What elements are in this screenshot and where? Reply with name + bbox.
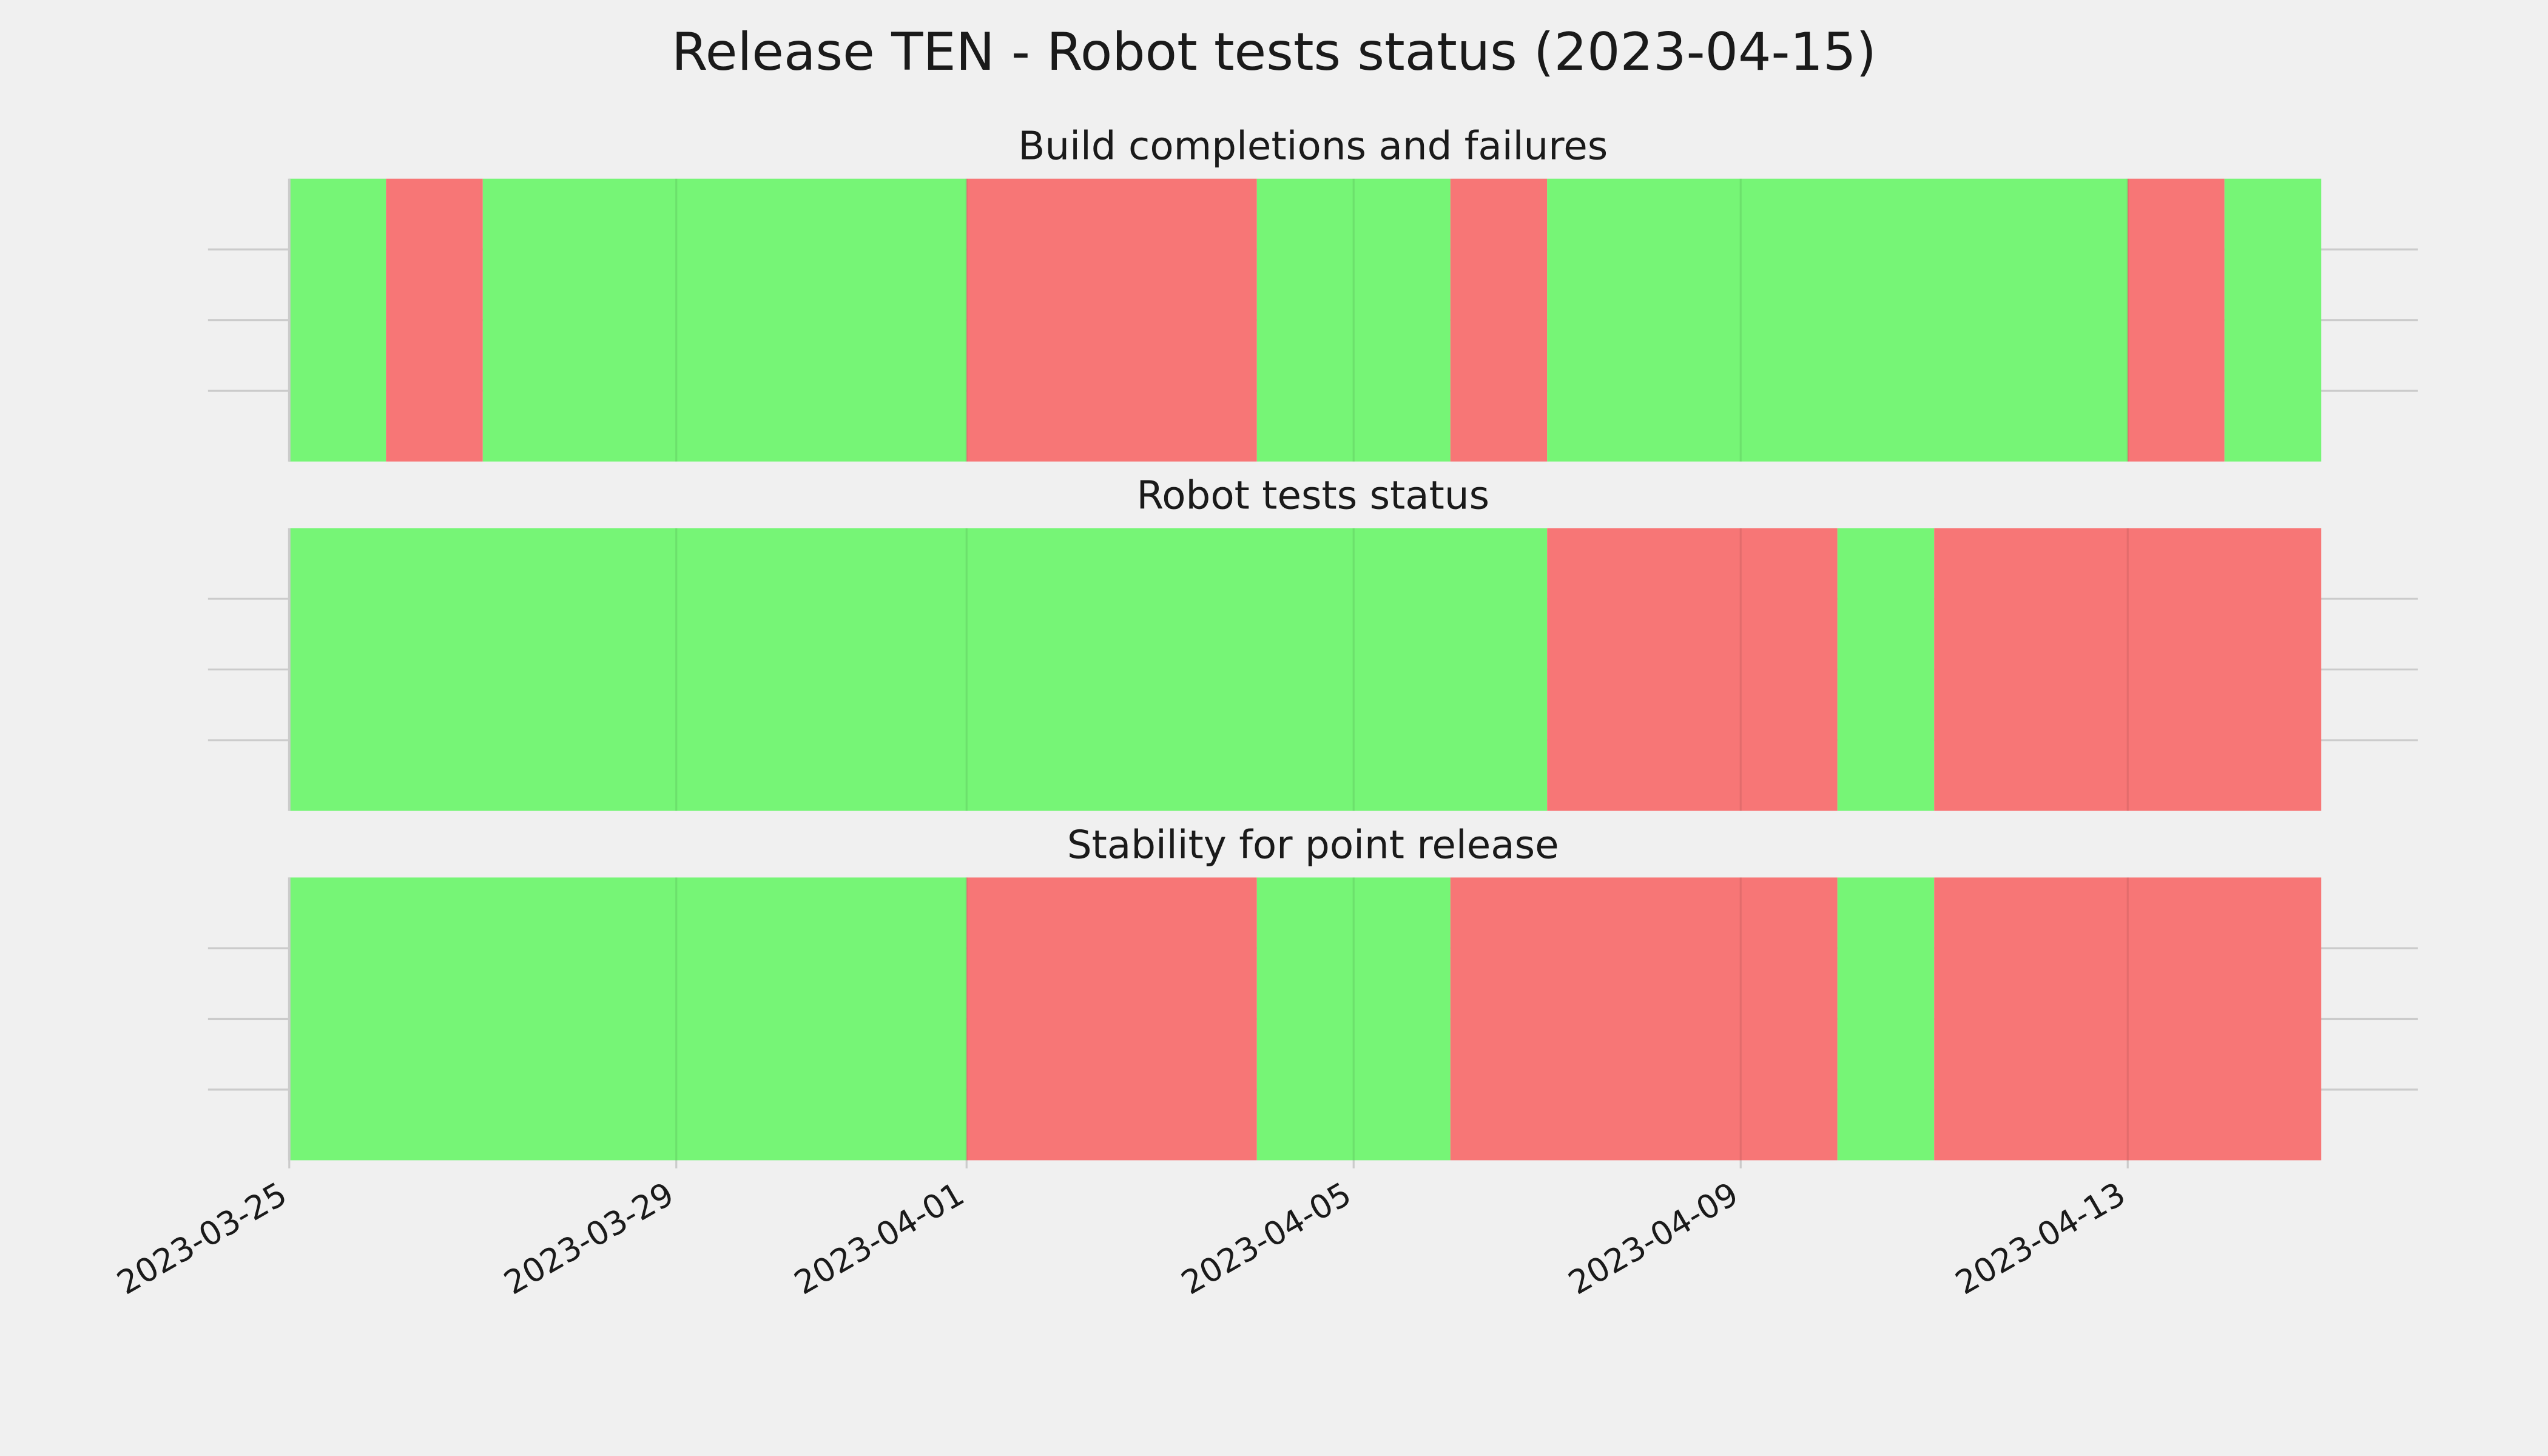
status-segment: [2128, 178, 2225, 462]
status-segment: [1934, 528, 2322, 811]
status-segment: [289, 528, 1548, 811]
status-segment: [1256, 178, 1451, 462]
status-segment: [966, 877, 1257, 1161]
status-segment: [1547, 528, 1838, 811]
chart-title: Release TEN - Robot tests status (2023-0…: [672, 22, 1876, 83]
panel-title: Stability for point release: [1067, 822, 1559, 868]
panel-title: Robot tests status: [1136, 473, 1489, 518]
status-segment: [2224, 178, 2322, 462]
status-segment: [386, 178, 483, 462]
status-segment: [1837, 877, 1935, 1161]
panel-title: Build completions and failures: [1018, 124, 1608, 169]
status-segment: [966, 178, 1257, 462]
status-segment: [482, 178, 967, 462]
status-segment: [1450, 178, 1548, 462]
status-segment: [289, 178, 386, 462]
status-segment: [1256, 877, 1451, 1161]
status-segment: [1837, 528, 1935, 811]
status-segment: [1934, 877, 2322, 1161]
status-segment: [1450, 877, 1838, 1161]
status-segment: [1547, 178, 2128, 462]
status-segment: [289, 877, 967, 1161]
